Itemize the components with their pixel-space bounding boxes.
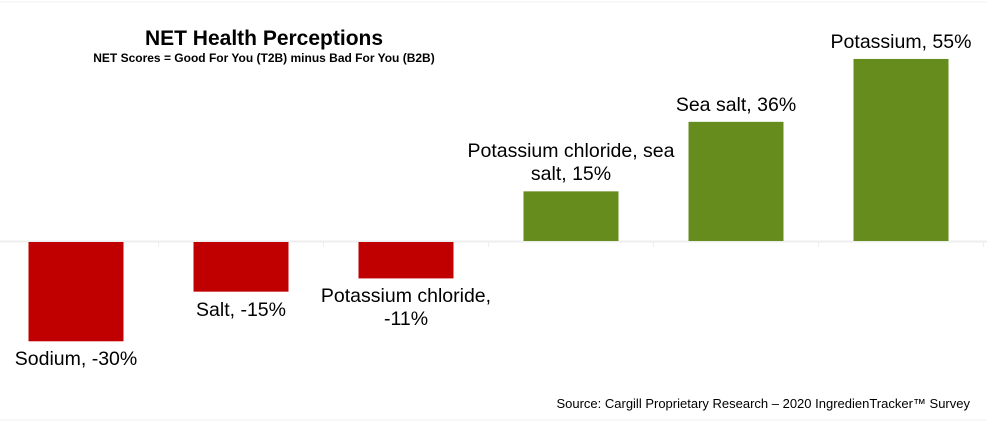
source-note: Source: Cargill Proprietary Research – 2… (556, 396, 970, 411)
bar-sea-salt (688, 121, 784, 241)
data-label: Salt, -15% (196, 298, 286, 321)
data-label: Potassium chloride, sea salt, 15% (467, 140, 675, 186)
bar-sodium (28, 242, 124, 342)
chart-title: NET Health Perceptions (144, 27, 384, 50)
bar-potassium-chloride-sea-salt (523, 191, 619, 241)
chart-subtitle: NET Scores = Good For You (T2B) minus Ba… (93, 51, 435, 65)
bar-potassium (853, 58, 949, 242)
bar-salt (193, 242, 289, 292)
data-label: Sodium, -30% (14, 348, 138, 371)
bar-potassium-chloride (358, 242, 454, 279)
data-label: Potassium chloride, -11% (320, 285, 492, 331)
data-label: Sea salt, 36% (675, 93, 797, 116)
data-label: Potassium, 55% (830, 30, 972, 53)
